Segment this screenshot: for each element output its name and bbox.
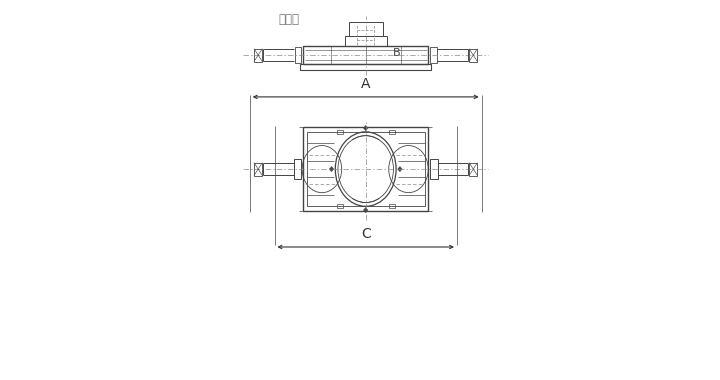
Bar [294,48,302,63]
Text: 寸法図: 寸法図 [279,13,300,26]
Bar [337,130,343,134]
Bar [303,127,428,211]
Bar [300,64,431,70]
Polygon shape [364,207,368,213]
Bar [345,36,387,46]
Bar [254,163,262,176]
Bar [303,46,428,64]
Bar [430,48,437,63]
Bar [254,49,262,62]
Bar [389,204,395,208]
Polygon shape [364,125,368,131]
Polygon shape [329,166,334,172]
Text: A: A [361,77,371,91]
Polygon shape [397,166,402,172]
Bar [469,163,477,176]
Bar [348,22,383,36]
Bar [469,49,477,62]
Bar [294,159,302,179]
Bar [337,204,343,208]
Bar [389,130,395,134]
Text: C: C [361,227,371,241]
Text: B: B [393,48,400,58]
Bar [430,159,438,179]
Bar [307,132,425,206]
